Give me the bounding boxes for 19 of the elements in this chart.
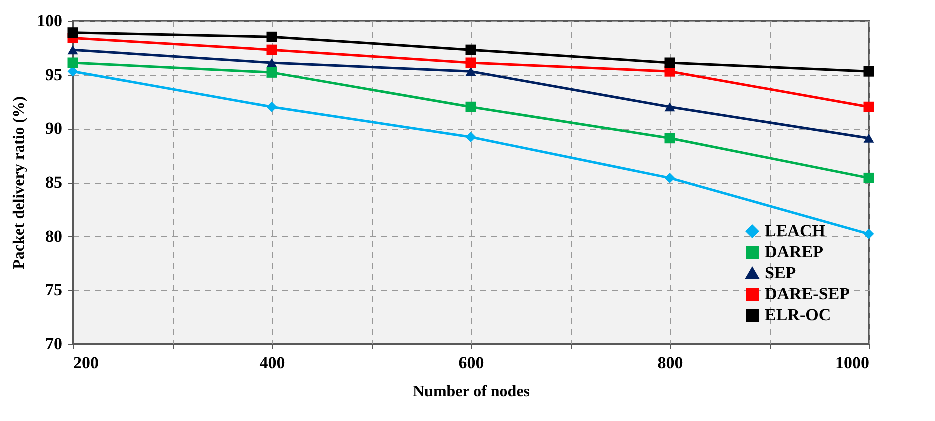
legend-label: ELR-OC — [765, 306, 832, 324]
x-tick-label: 200 — [74, 354, 99, 372]
y-tick-label: 70 — [46, 334, 62, 354]
y-tick-label: 80 — [46, 226, 62, 246]
y-tick-label: 85 — [46, 173, 62, 192]
legend-label: LEACH — [765, 222, 826, 240]
y-tick-label: 100 — [37, 12, 62, 30]
legend-label: DAREP — [765, 242, 824, 262]
x-tick-label: 400 — [260, 354, 286, 372]
legend-label: SEP — [765, 264, 796, 282]
y-axis-title: Packet delivery ratio (%) — [11, 96, 28, 270]
y-tick-label: 90 — [46, 119, 62, 138]
x-tick-label: 800 — [658, 354, 684, 372]
x-tick-label: 1000 — [836, 354, 870, 372]
legend-label: DARE-SEP — [765, 284, 850, 304]
x-axis-title: Number of nodes — [412, 384, 530, 400]
x-tick-label: 600 — [458, 354, 484, 372]
y-tick-label: 75 — [46, 280, 62, 300]
y-tick-label: 95 — [46, 65, 62, 84]
